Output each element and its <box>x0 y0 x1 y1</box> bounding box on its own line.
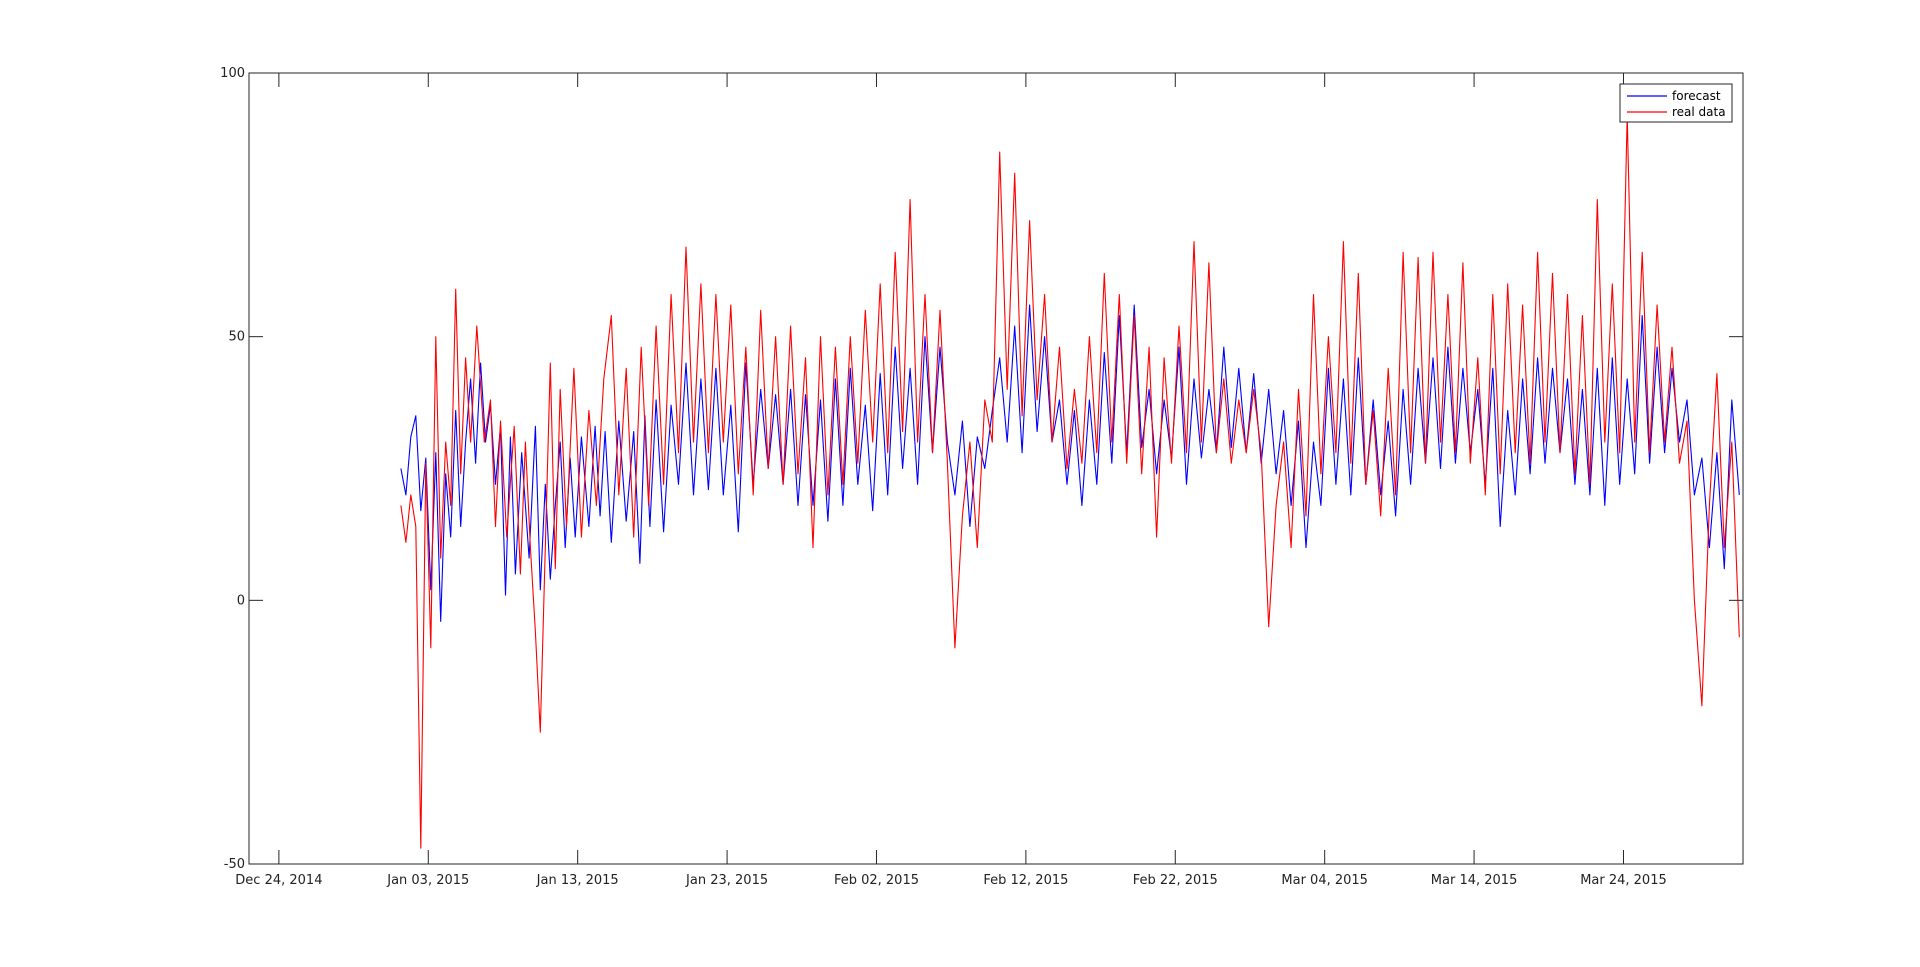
x-tick-label: Jan 13, 2015 <box>536 873 619 888</box>
legend-label-real-data: real data <box>1672 105 1726 119</box>
series-layer <box>400 114 1740 849</box>
legend-label-forecast: forecast <box>1672 89 1721 103</box>
y-tick-label: 100 <box>220 66 245 81</box>
x-tick-label: Jan 03, 2015 <box>386 873 469 888</box>
x-tick-label: Mar 24, 2015 <box>1580 873 1667 888</box>
x-tick-label: Dec 24, 2014 <box>235 873 322 888</box>
x-tick-label: Jan 23, 2015 <box>685 873 768 888</box>
series-line-real-data <box>400 114 1740 849</box>
x-tick-label: Feb 02, 2015 <box>834 873 919 888</box>
plot-frame <box>248 72 1744 865</box>
x-tick-label: Mar 14, 2015 <box>1431 873 1518 888</box>
x-tick-label: Feb 22, 2015 <box>1133 873 1218 888</box>
y-tick-label: 50 <box>228 330 245 345</box>
axes-layer: Dec 24, 2014 Jan 03, 2015 Jan 13, 2015 Jan … <box>220 66 1743 888</box>
legend-box <box>1619 83 1733 123</box>
x-tick-label: Mar 04, 2015 <box>1281 873 1368 888</box>
x-tick-label: Feb 12, 2015 <box>983 873 1068 888</box>
y-tick-label: -50 <box>224 857 245 872</box>
y-tick-label: 0 <box>237 593 245 608</box>
series-line-forecast <box>400 304 1740 622</box>
legend: forecast real data <box>1619 83 1733 123</box>
